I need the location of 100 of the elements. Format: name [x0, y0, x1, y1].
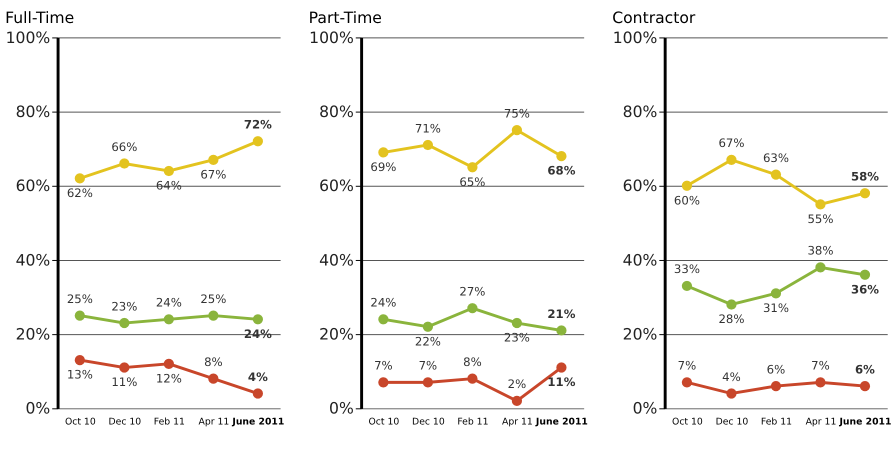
point: [770, 288, 782, 298]
x-tick-label: Apr 11: [502, 416, 533, 428]
x-tick-label: Dec 10: [716, 416, 748, 428]
point: [770, 380, 782, 392]
point: [74, 310, 85, 321]
data-label: 2%: [508, 377, 526, 392]
y-tick-label: 0%: [26, 400, 50, 418]
point: [378, 377, 389, 388]
y-tick-label: 100%: [309, 28, 354, 47]
point: [512, 318, 522, 328]
data-label: 58%: [850, 170, 880, 184]
chart-title: Contractor: [612, 8, 696, 27]
point: [467, 162, 478, 172]
y-tick-label: 0%: [329, 400, 354, 418]
point: [682, 180, 692, 191]
point: [119, 318, 130, 328]
data-label: 8%: [204, 354, 223, 369]
chart-title: Part-Time: [308, 8, 382, 27]
data-label: 7%: [678, 358, 696, 373]
point: [860, 270, 870, 280]
point: [119, 158, 130, 169]
point: [208, 310, 218, 321]
point: [726, 154, 737, 165]
y-tick-label: 80%: [622, 102, 658, 121]
x-tick-label: Feb 11: [154, 416, 186, 428]
point: [164, 314, 174, 324]
point: [860, 380, 870, 392]
point: [208, 374, 218, 384]
x-tick-label: June 2011: [838, 416, 892, 428]
x-tick-label: Feb 11: [457, 416, 489, 428]
x-tick-label: Apr 11: [806, 416, 836, 428]
y-tick-label: 80%: [319, 102, 354, 121]
data-label: 25%: [200, 292, 226, 306]
point: [467, 303, 478, 314]
data-label: 28%: [718, 312, 744, 326]
point: [164, 166, 174, 176]
point: [422, 377, 434, 388]
y-tick-label: 80%: [16, 102, 50, 121]
data-label: 65%: [459, 174, 486, 189]
data-label: 6%: [855, 362, 876, 376]
data-label: 62%: [66, 186, 93, 200]
y-tick-label: 60%: [319, 177, 354, 196]
point: [512, 396, 522, 406]
point: [74, 173, 85, 184]
data-label: 60%: [674, 193, 700, 208]
data-label: 4%: [722, 370, 741, 384]
point: [119, 362, 130, 373]
x-tick-label: Feb 11: [760, 416, 792, 428]
y-tick-label: 100%: [612, 28, 658, 47]
data-label: 24%: [156, 296, 182, 310]
y-tick-label: 20%: [622, 326, 658, 344]
data-label: 36%: [850, 282, 880, 296]
point: [378, 314, 389, 324]
data-label: 7%: [374, 358, 393, 373]
point: [556, 325, 567, 336]
point: [682, 377, 692, 388]
x-tick-label: Dec 10: [412, 416, 445, 428]
data-label: 63%: [762, 150, 789, 165]
data-label: 25%: [66, 292, 93, 306]
point: [422, 140, 434, 150]
point: [815, 377, 826, 388]
point: [164, 358, 174, 369]
y-tick-label: 60%: [622, 177, 658, 196]
data-label: 23%: [504, 330, 530, 345]
data-label: 71%: [414, 121, 441, 136]
data-label: 68%: [547, 164, 576, 178]
point: [556, 151, 567, 162]
x-tick-label: June 2011: [534, 416, 588, 428]
point: [378, 147, 389, 158]
data-label: 4%: [248, 370, 268, 384]
y-tick-label: 20%: [319, 326, 354, 344]
point: [770, 170, 782, 180]
data-label: 31%: [762, 300, 789, 315]
y-tick-label: 40%: [319, 251, 354, 270]
point: [467, 374, 478, 384]
data-label: 55%: [807, 212, 834, 226]
data-label: 11%: [111, 375, 138, 390]
point: [815, 199, 826, 210]
data-label: 7%: [811, 358, 830, 373]
x-tick-label: Oct 10: [368, 416, 400, 428]
data-label: 21%: [547, 306, 576, 321]
data-label: 27%: [459, 284, 486, 298]
x-tick-label: Apr 11: [198, 416, 230, 428]
point: [252, 314, 263, 324]
y-tick-label: 60%: [16, 177, 50, 196]
data-label: 67%: [718, 136, 744, 150]
x-tick-label: Oct 10: [672, 416, 703, 428]
point: [682, 280, 692, 292]
data-label: 24%: [370, 296, 396, 310]
point: [726, 388, 737, 399]
data-label: 13%: [66, 368, 93, 382]
y-tick-label: 40%: [16, 251, 50, 270]
x-tick-label: Dec 10: [108, 416, 142, 428]
x-tick-label: June 2011: [231, 416, 284, 428]
data-label: 7%: [418, 358, 438, 373]
point: [860, 188, 870, 198]
data-label: 66%: [111, 140, 138, 154]
point: [815, 262, 826, 272]
y-tick-label: 40%: [622, 251, 658, 270]
point: [556, 362, 567, 373]
